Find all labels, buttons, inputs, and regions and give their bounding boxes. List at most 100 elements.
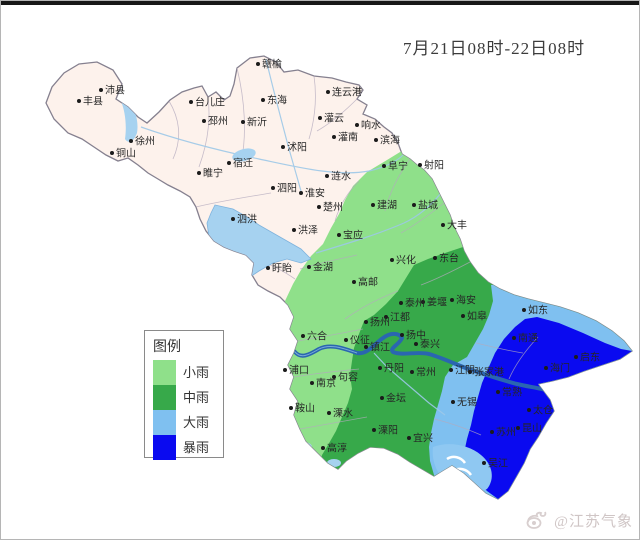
- city-label: 扬中: [406, 329, 426, 342]
- city-label: 台儿庄: [195, 96, 225, 109]
- city-dot: [344, 338, 348, 342]
- city-label: 扬州: [370, 316, 390, 329]
- legend-swatch: [153, 410, 176, 435]
- rivers-minor: [140, 58, 446, 416]
- city-label: 浦口: [289, 364, 309, 377]
- city-dot: [289, 406, 293, 410]
- city-label: 阜宁: [388, 160, 408, 173]
- city-dot: [307, 265, 311, 269]
- city-label: 如皋: [467, 310, 487, 323]
- city-label: 涟水: [331, 170, 351, 183]
- watermark: @江苏气象: [524, 509, 633, 531]
- weibo-eye-icon: [526, 511, 547, 529]
- city-label: 金湖: [313, 261, 333, 274]
- city-dot: [271, 186, 275, 190]
- city-dot: [231, 217, 235, 221]
- city-label: 灌云: [324, 113, 344, 125]
- city-dot: [407, 436, 411, 440]
- city-label: 盱眙: [272, 262, 292, 275]
- city-dot: [355, 123, 359, 127]
- city-label: 镇江: [370, 341, 390, 354]
- city-dot: [266, 266, 270, 270]
- city-dot: [227, 161, 231, 165]
- city-dot: [202, 119, 206, 123]
- city-label: 宿迁: [233, 157, 253, 170]
- city-label: 大丰: [447, 219, 467, 232]
- city-label: 张家港: [474, 366, 504, 379]
- city-dot: [325, 174, 329, 178]
- city-dot: [378, 366, 382, 370]
- legend-label: 暴雨: [183, 440, 210, 455]
- city-dot: [310, 381, 314, 385]
- city-dot: [451, 400, 455, 404]
- city-dot: [77, 99, 81, 103]
- city-label: 宜兴: [413, 432, 433, 445]
- city-label: 兴化: [396, 254, 416, 267]
- city-label: 淮安: [305, 187, 325, 200]
- legend-label: 大雨: [183, 415, 210, 430]
- city-label: 江都: [390, 312, 410, 324]
- city-label: 常州: [416, 366, 436, 379]
- city-label: 东台: [439, 252, 459, 265]
- legend-item: 暴雨: [153, 435, 223, 460]
- city-dot: [283, 368, 287, 372]
- city-dot: [410, 370, 414, 374]
- city-dot: [326, 90, 330, 94]
- city-label: 南京: [316, 377, 336, 390]
- city-dot: [129, 139, 133, 143]
- city-label: 如东: [528, 304, 548, 317]
- city-label: 沭阳: [287, 142, 307, 154]
- city-dot: [256, 62, 260, 66]
- legend-swatch: [153, 435, 176, 460]
- city-label: 海安: [456, 294, 476, 307]
- city-dot: [299, 191, 303, 195]
- top-border-bar: [1, 1, 639, 5]
- city-dot: [374, 138, 378, 142]
- city-label: 丰县: [83, 95, 103, 108]
- city-label: 高淳: [327, 442, 347, 455]
- city-dot: [197, 171, 201, 175]
- city-label: 溧水: [333, 407, 353, 420]
- legend-swatch: [153, 360, 176, 385]
- city-label: 鞍山: [295, 402, 315, 415]
- city-label: 海门: [550, 362, 570, 375]
- city-label: 响水: [361, 119, 381, 132]
- city-label: 泰州: [405, 297, 425, 310]
- city-label: 苏州: [496, 426, 516, 439]
- city-dot: [261, 98, 265, 102]
- city-label: 射阳: [424, 160, 444, 172]
- city-label: 宝应: [343, 229, 363, 242]
- city-label: 六合: [307, 330, 327, 343]
- city-label: 启东: [580, 351, 600, 364]
- city-label: 泰兴: [420, 338, 440, 351]
- city-dot: [327, 411, 331, 415]
- city-dot: [364, 345, 368, 349]
- legend-label: 中雨: [183, 390, 210, 405]
- city-label: 泗洪: [237, 214, 257, 226]
- city-label: 姜堰: [427, 296, 447, 309]
- city-label: 江阴: [455, 365, 475, 377]
- city-dot: [99, 88, 103, 92]
- shijiu-lake: [296, 442, 312, 452]
- city-label: 赣榆: [262, 58, 282, 71]
- city-label: 南通: [518, 332, 538, 345]
- city-dot: [414, 342, 418, 346]
- city-label: 灌南: [338, 131, 358, 144]
- city-dot: [516, 426, 520, 430]
- city-label: 连云港: [332, 86, 362, 99]
- luoma-lake: [232, 148, 256, 162]
- city-dot: [292, 228, 296, 232]
- city-dot: [522, 308, 526, 312]
- legend-title: 图例: [153, 340, 181, 355]
- city-dot: [372, 428, 376, 432]
- city-label: 吴江: [488, 458, 508, 470]
- legend: 图例 小雨中雨大雨暴雨: [144, 330, 224, 460]
- city-dot: [441, 223, 445, 227]
- city-label: 睢宁: [203, 167, 223, 180]
- city-dot: [364, 320, 368, 324]
- city-label: 楚州: [323, 201, 343, 214]
- legend-label: 小雨: [183, 365, 210, 380]
- city-label: 东海: [267, 94, 287, 107]
- city-dot: [390, 258, 394, 262]
